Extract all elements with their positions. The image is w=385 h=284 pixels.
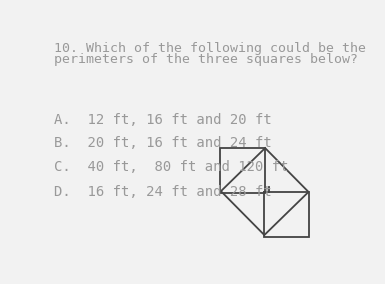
Text: B.  20 ft, 16 ft and 24 ft: B. 20 ft, 16 ft and 24 ft	[54, 137, 272, 151]
Text: C.  40 ft,  80 ft and 120 ft: C. 40 ft, 80 ft and 120 ft	[54, 160, 289, 174]
Text: perimeters of the three squares below?: perimeters of the three squares below?	[54, 53, 358, 66]
Bar	[264, 192, 308, 237]
Text: D.  16 ft, 24 ft and 28 ft: D. 16 ft, 24 ft and 28 ft	[54, 185, 272, 199]
Text: A.  12 ft, 16 ft and 20 ft: A. 12 ft, 16 ft and 20 ft	[54, 113, 272, 128]
Text: 10. Which of the following could be the: 10. Which of the following could be the	[54, 42, 366, 55]
Bar	[220, 148, 265, 193]
